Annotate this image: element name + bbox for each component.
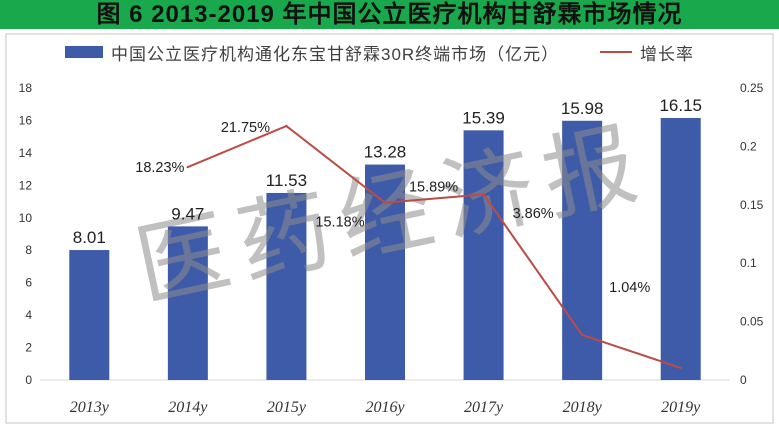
bar-2014y [167, 226, 208, 380]
growth-label-2017y: 15.89% [409, 179, 458, 195]
y2-tick-label-0-15: 0.15 [740, 198, 764, 212]
growth-data-labels: 18.23% 21.75% 15.18% 15.89% 3.86% 1.04% [135, 120, 650, 296]
x-tick-label-2019y: 2019y [661, 399, 701, 416]
y2-tick-label-0-1: 0.1 [740, 256, 757, 270]
bar-label-2017y: 15.39 [462, 108, 505, 127]
bar-2019y [660, 118, 701, 380]
y-tick-label-12: 12 [19, 178, 33, 192]
y-tick-label-0: 0 [25, 373, 32, 387]
x-tick-label-2015y: 2015y [267, 399, 307, 416]
growth-label-2014y: 18.23% [135, 160, 184, 176]
x-tick-label-2017y: 2017y [464, 399, 504, 416]
growth-point-2017y [482, 193, 485, 196]
y2-tick-label-0-2: 0.2 [740, 139, 757, 153]
growth-label-2019y: 1.04% [609, 280, 650, 296]
growth-rate-points [186, 124, 682, 370]
chart-legend: 中国公立医疗机构通化东宝甘舒霖30R终端市场（亿元） 增长率 [0, 42, 779, 64]
bar-series [69, 118, 701, 380]
legend-item-market-size: 中国公立医疗机构通化东宝甘舒霖30R终端市场（亿元） [65, 42, 560, 64]
x-tick-label-2016y: 2016y [365, 399, 405, 416]
bar-2015y [266, 192, 307, 380]
title-bar: 图 6 2013-2019 年中国公立医疗机构甘舒霖市场情况 [0, 0, 779, 29]
x-axis: 2013y 2014y 2015y 2016y 2017y 2018y 2019y [70, 399, 701, 416]
bar-2018y [562, 120, 603, 380]
legend-swatch-line [600, 51, 632, 53]
growth-point-2016y [383, 201, 387, 204]
y-tick-label-14: 14 [19, 146, 33, 160]
legend-swatch-bar [65, 46, 103, 58]
y2-tick-label-0-25: 0.25 [740, 81, 764, 95]
legend-label-market-size: 中国公立医疗机构通化东宝甘舒霖30R终端市场（亿元） [111, 44, 560, 64]
x-tick-label-2013y: 2013y [70, 399, 110, 416]
y-tick-label-2: 2 [25, 341, 32, 355]
y-tick-label-18: 18 [19, 81, 33, 95]
growth-point-2018y [580, 333, 584, 337]
chart-title: 图 6 2013-2019 年中国公立医疗机构甘舒霖市场情况 [96, 1, 683, 28]
y2-tick-label-0-05: 0.05 [740, 315, 764, 329]
legend-label-growth-rate: 增长率 [640, 44, 694, 64]
growth-rate-line [187, 125, 682, 369]
growth-label-2018y: 3.86% [513, 206, 554, 222]
x-tick-label-2014y: 2014y [168, 399, 208, 416]
growth-point-2015y [285, 124, 288, 128]
bar-label-2019y: 16.15 [659, 96, 702, 115]
bar-2016y [365, 164, 405, 380]
growth-point-2014y [186, 165, 190, 169]
y-tick-label-6: 6 [25, 276, 32, 290]
bar-label-2015y: 11.53 [266, 171, 307, 190]
chart-frame [5, 33, 774, 424]
y2-tick-label-0: 0 [740, 373, 747, 387]
y-tick-label-10: 10 [19, 211, 33, 225]
y-tick-label-16: 16 [19, 113, 33, 127]
growth-point-2019y [679, 366, 682, 370]
bar-2017y [463, 130, 504, 380]
growth-label-2015y: 21.75% [221, 120, 270, 136]
y-axis-right: 0 0.05 0.1 0.15 0.2 0.25 [740, 81, 764, 387]
y-axis-left: 0 2 4 6 8 10 12 14 16 18 [19, 81, 33, 387]
bar-label-2016y: 13.28 [364, 143, 407, 162]
x-tick-label-2018y: 2018y [563, 399, 603, 416]
bar-label-2014y: 9.47 [171, 204, 204, 223]
y-tick-label-4: 4 [25, 308, 32, 322]
bar-label-2013y: 8.01 [73, 228, 106, 247]
growth-label-2016y: 15.18% [315, 215, 364, 231]
bar-2013y [69, 250, 110, 380]
y-tick-label-8: 8 [25, 243, 32, 257]
legend-item-growth-rate: 增长率 [600, 42, 694, 64]
bar-label-2018y: 15.98 [561, 99, 604, 118]
bar-data-labels: 8.01 9.47 11.53 13.28 15.39 15.98 16.15 [73, 96, 702, 247]
